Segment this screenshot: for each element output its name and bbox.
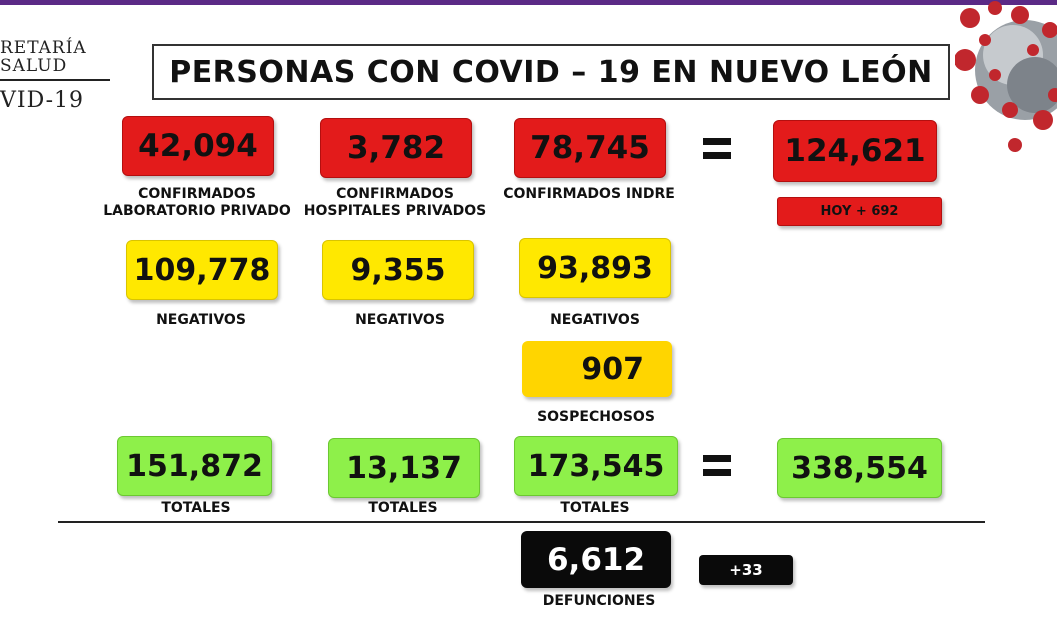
negatives-indre-label: NEGATIVOS	[550, 312, 640, 328]
logo-line1: RETARÍA	[0, 38, 87, 58]
totals-lab-privado-value: 151,872	[117, 436, 272, 496]
suspects-value: 907	[522, 341, 672, 397]
label-line2: LABORATORIO PRIVADO	[103, 203, 291, 219]
label-line1: CONFIRMADOS	[138, 186, 256, 202]
confirmed-hosp-privados-value: 3,782	[320, 118, 472, 178]
equals-sign	[703, 138, 731, 162]
totals-indre-value: 173,545	[514, 436, 678, 496]
label-line2: HOSPITALES PRIVADOS	[303, 203, 487, 219]
deaths-today-badge: +33	[699, 555, 793, 585]
negatives-hosp-privados-value: 9,355	[322, 240, 474, 300]
confirmed-indre-value: 78,745	[514, 118, 666, 178]
totals-lab-privado-label: TOTALES	[161, 500, 231, 516]
virus-image	[955, 1, 1057, 152]
grand-total-value: 338,554	[777, 438, 942, 498]
equals-sign	[703, 455, 731, 479]
logo-line2: SALUD	[0, 56, 68, 76]
confirmed-lab-privado-label: CONFIRMADOS LABORATORIO PRIVADO	[97, 186, 297, 220]
top-accent-bar	[0, 0, 1057, 5]
totals-hosp-privados-label: TOTALES	[368, 500, 438, 516]
divider-line	[58, 521, 985, 523]
label-line1: CONFIRMADOS	[336, 186, 454, 202]
suspects-label: SOSPECHOSOS	[537, 409, 655, 425]
negatives-hosp-privados-label: NEGATIVOS	[355, 312, 445, 328]
title-box: PERSONAS CON COVID – 19 EN NUEVO LEÓN	[152, 44, 950, 100]
logo-line3: VID-19	[0, 88, 85, 113]
secretaria-salud-logo: RETARÍA SALUD VID-19	[0, 34, 120, 124]
confirmed-indre-label: CONFIRMADOS INDRE	[503, 186, 675, 202]
totals-hosp-privados-value: 13,137	[328, 438, 480, 498]
negatives-lab-privado-label: NEGATIVOS	[156, 312, 246, 328]
deaths-label: DEFUNCIONES	[542, 593, 656, 609]
confirmed-total-value: 124,621	[773, 120, 937, 182]
page-title: PERSONAS CON COVID – 19 EN NUEVO LEÓN	[169, 54, 933, 90]
deaths-value: 6,612	[521, 531, 671, 588]
logo-rule	[0, 79, 110, 81]
confirmed-hosp-privados-label: CONFIRMADOS HOSPITALES PRIVADOS	[300, 186, 490, 220]
negatives-lab-privado-value: 109,778	[126, 240, 278, 300]
totals-indre-label: TOTALES	[560, 500, 630, 516]
negatives-indre-value: 93,893	[519, 238, 671, 298]
confirmed-today-badge: HOY + 692	[777, 197, 942, 226]
confirmed-lab-privado-value: 42,094	[122, 116, 274, 176]
